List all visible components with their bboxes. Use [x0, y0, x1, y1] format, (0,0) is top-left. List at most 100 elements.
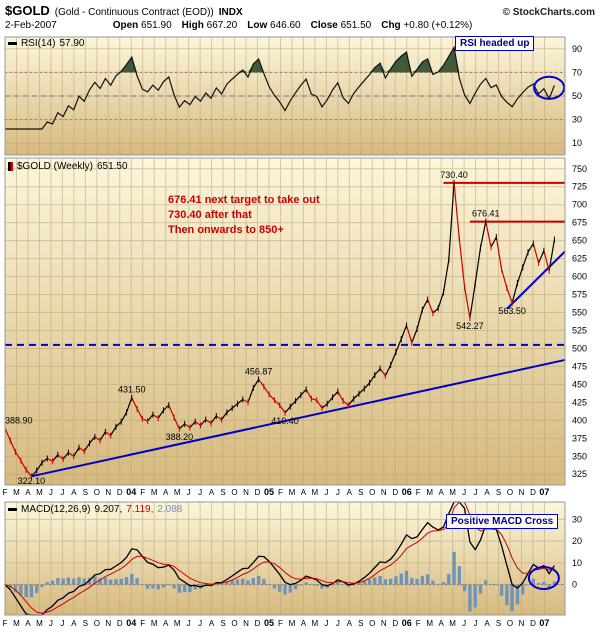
- x-month-label: O: [369, 488, 375, 497]
- high-value: 667.20: [206, 20, 238, 31]
- macd-hist-value: 2.088: [157, 504, 183, 515]
- price-last-value: 651.50: [96, 161, 128, 172]
- x-month-label: M: [449, 488, 456, 497]
- x-month-label: A: [163, 619, 169, 628]
- quote-low: Low 646.60: [247, 20, 300, 31]
- x-month-label: A: [209, 488, 215, 497]
- target-line-2: 730.40 after that: [168, 209, 252, 221]
- x-month-label: M: [426, 488, 433, 497]
- x-month-label: F: [278, 619, 283, 628]
- x-month-label: O: [94, 619, 100, 628]
- quote-high: High 667.20: [182, 20, 238, 31]
- macd-y-tick-label: 30: [572, 514, 582, 524]
- price-y-tick-label: 575: [572, 290, 587, 300]
- x-month-label: F: [416, 488, 421, 497]
- x-month-label: N: [519, 619, 525, 628]
- exchange: INDX: [218, 7, 243, 18]
- x-month-label: A: [484, 488, 490, 497]
- x-month-label: S: [83, 488, 88, 497]
- x-month-label: J: [474, 619, 478, 628]
- x-month-label: M: [174, 619, 181, 628]
- rsi-indicator-value: 57.90: [59, 38, 85, 49]
- x-month-label: F: [140, 488, 145, 497]
- close-value: 651.50: [340, 20, 372, 31]
- price-y-tick-label: 725: [572, 182, 587, 192]
- x-month-label: S: [358, 619, 363, 628]
- x-month-label: J: [462, 619, 466, 628]
- price-label: 388.90: [5, 415, 33, 425]
- macd-grid: [4, 502, 565, 615]
- x-month-label: O: [369, 619, 375, 628]
- macd-annotation: Positive MACD Cross: [446, 514, 559, 529]
- chart-header: $GOLD (Gold - Continuous Contract (EOD))…: [0, 0, 600, 31]
- x-month-label: A: [438, 619, 444, 628]
- price-y-tick-label: 475: [572, 361, 587, 371]
- x-month-label: N: [243, 619, 249, 628]
- x-month-label: A: [209, 619, 215, 628]
- x-year-label: 05: [264, 487, 274, 497]
- x-month-label: O: [231, 488, 237, 497]
- x-month-label: M: [289, 488, 296, 497]
- x-month-label: N: [243, 488, 249, 497]
- x-month-label: N: [381, 619, 387, 628]
- low-value: 646.60: [270, 20, 301, 31]
- macd-y-tick-label: 0: [572, 580, 577, 590]
- x-month-label: M: [151, 619, 158, 628]
- x-month-label: A: [301, 619, 307, 628]
- price-label: 542.27: [456, 321, 484, 331]
- x-month-label: A: [484, 619, 490, 628]
- quote-change: Chg +0.80 (+0.12%): [381, 20, 472, 31]
- x-month-label: D: [255, 619, 261, 628]
- price-y-tick-label: 600: [572, 272, 587, 282]
- price-label: 410.40: [271, 416, 299, 426]
- price-y-tick-label: 525: [572, 325, 587, 335]
- price-y-tick-label: 325: [572, 469, 587, 479]
- price-label: 456.87: [245, 366, 273, 376]
- price-y-tick-label: 550: [572, 308, 587, 318]
- x-month-label: O: [507, 619, 513, 628]
- x-year-label: 04: [126, 487, 136, 497]
- short-uptrend-line: [506, 250, 566, 310]
- x-year-label: 07: [539, 487, 549, 497]
- price-series: [4, 179, 556, 480]
- price-label: 730.40: [440, 170, 468, 180]
- open-value: 651.90: [141, 20, 172, 31]
- x-month-label: A: [347, 488, 353, 497]
- x-month-label: J: [198, 619, 202, 628]
- rsi-line-icon: [8, 42, 17, 45]
- low-label: Low: [247, 20, 268, 31]
- x-month-label: A: [25, 488, 31, 497]
- rsi-annotation: RSI headed up: [455, 36, 535, 51]
- x-month-label: F: [3, 619, 8, 628]
- price-series-name: $GOLD (Weekly): [17, 161, 93, 172]
- macd-value: 9.207,: [94, 504, 123, 515]
- price-panel-border: [4, 157, 566, 486]
- x-month-label: N: [105, 488, 111, 497]
- rsi-highlight-ellipse: [533, 75, 566, 100]
- rsi-panel-label: RSI(14) 57.90: [8, 38, 84, 49]
- chart-date: 2-Feb-2007: [5, 20, 57, 31]
- x-month-label: S: [220, 488, 225, 497]
- x-year-label: 05: [264, 618, 274, 628]
- x-year-label: 06: [402, 618, 412, 628]
- x-month-label: M: [174, 488, 181, 497]
- x-month-label: M: [312, 619, 319, 628]
- macd-signal-value: 7.119,: [126, 504, 154, 515]
- x-month-label: D: [255, 488, 261, 497]
- price-panel-bg: [5, 158, 565, 485]
- price-y-tick-label: 375: [572, 433, 587, 443]
- x-month-label: F: [416, 619, 421, 628]
- x-month-label: S: [83, 619, 88, 628]
- x-month-label: M: [13, 619, 20, 628]
- price-grid: [4, 158, 565, 485]
- x-month-label: J: [49, 619, 53, 628]
- price-label: 388.20: [166, 432, 194, 442]
- rsi-y-tick-label: 10: [572, 138, 582, 148]
- x-month-label: F: [278, 488, 283, 497]
- x-month-label: D: [392, 488, 398, 497]
- symbol-name: (Gold - Continuous Contract (EOD)): [54, 7, 214, 18]
- x-month-label: D: [392, 619, 398, 628]
- price-y-tick-label: 500: [572, 343, 587, 353]
- x-month-label: M: [289, 619, 296, 628]
- chart-canvas: 90 70 50 30 10 750 725 700 675 650 625 600 575 550 525…: [3, 36, 587, 628]
